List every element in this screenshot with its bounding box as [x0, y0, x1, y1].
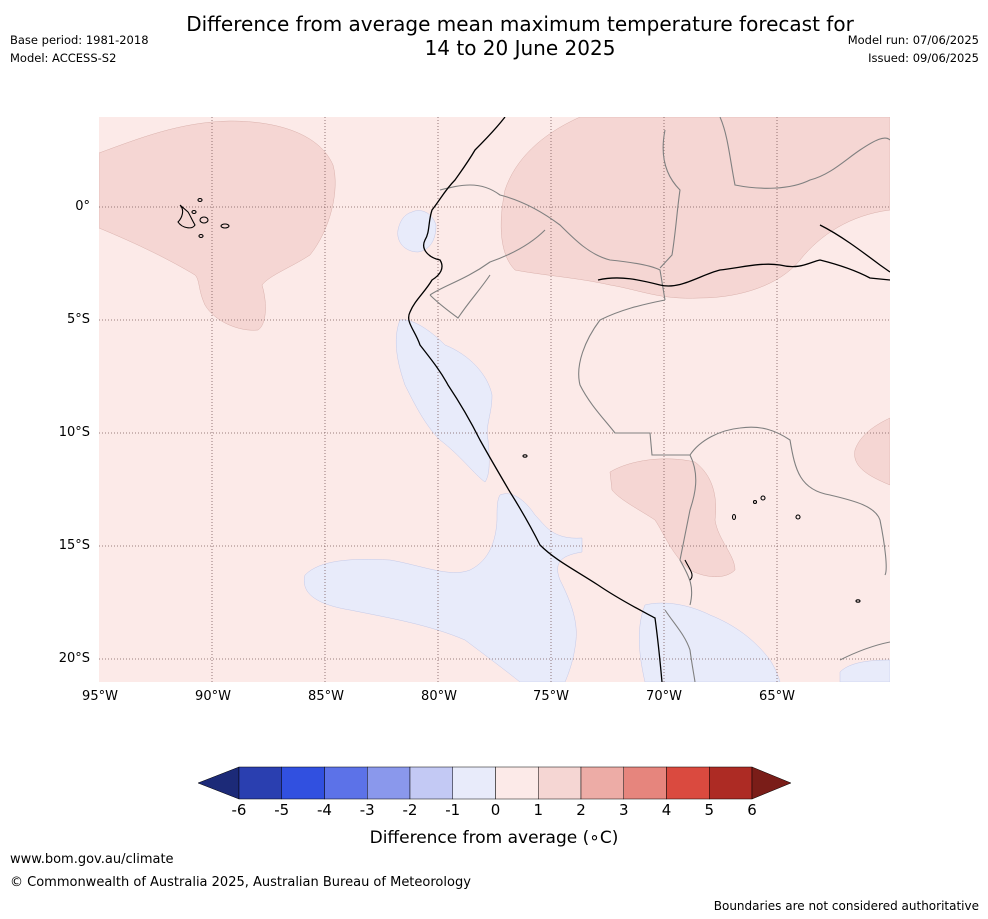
lat-label-0: 0° [75, 199, 90, 214]
anomaly-region-peru-coast [395, 319, 493, 483]
lake-marker [760, 495, 766, 501]
colorbar-title: Difference from average (∘C) [369, 828, 619, 848]
lon-label-75w: 75°W [533, 689, 569, 704]
base-period-label: Base period: 1981-2018 [10, 33, 149, 47]
lon-label-95w: 95°W [82, 689, 118, 704]
lake-marker [855, 599, 861, 603]
colorbar-tick-label: 1 [533, 801, 544, 819]
border-ecuador-south [429, 274, 491, 319]
galapagos-island-main [177, 204, 196, 229]
colorbar-cell [709, 766, 753, 800]
title-line-2: 14 to 20 June 2025 [424, 36, 616, 60]
colorbar-cell [324, 766, 368, 800]
colorbar-tick-label: -3 [359, 801, 375, 819]
colorbar-cell [281, 766, 325, 800]
model-run-label: Model run: 07/06/2025 [847, 33, 979, 47]
model-label: Model: ACCESS-S2 [10, 51, 117, 65]
colorbar-tick-label: 6 [747, 801, 757, 819]
river-northeast [819, 224, 890, 273]
lake-marker [752, 499, 758, 505]
anomaly-region-north-amazon [500, 117, 890, 299]
lake-marker [731, 513, 737, 521]
colorbar-cell [666, 766, 710, 800]
colorbar-tick-label: -6 [231, 801, 247, 819]
colorbar-tick-label: 4 [661, 801, 672, 819]
lake-marker [795, 514, 801, 520]
lat-label-20s: 20°S [58, 651, 90, 666]
border-ecuador-peru [429, 229, 546, 296]
colorbar-cell [495, 766, 539, 800]
boundary-disclaimer: Boundaries are not considered authoritat… [713, 899, 979, 913]
galapagos-island [191, 209, 197, 215]
colorbar-tick-label: -5 [274, 801, 290, 819]
galapagos-island [198, 233, 204, 239]
border-colombia-peru [439, 184, 666, 301]
colorbar-arrow-high [751, 766, 792, 800]
colorbar-tick-label: 3 [618, 801, 629, 819]
anomaly-region-galapagos [99, 120, 336, 331]
lat-label-15s: 15°S [58, 538, 90, 553]
colorbar-cell [452, 766, 496, 800]
anomaly-region-pacific-south [303, 493, 583, 682]
lon-label-80w: 80°W [421, 689, 457, 704]
galapagos-island [197, 197, 203, 203]
lat-label-5s: 5°S [66, 312, 90, 327]
country-borders [429, 117, 890, 682]
border-chile-bolivia [664, 609, 696, 682]
border-venezuela-brazil [719, 117, 890, 189]
lat-label-10s: 10°S [58, 425, 90, 440]
colorbar-cell [238, 766, 282, 800]
river-amazon [597, 259, 890, 287]
coastline-pacific [408, 117, 663, 682]
lon-label-85w: 85°W [308, 689, 344, 704]
colorbar-cell [538, 766, 582, 800]
graticule [99, 117, 890, 682]
border-peru-bolivia [679, 454, 697, 606]
website-url: www.bom.gov.au/climate [10, 852, 174, 867]
anomaly-region-southeast-corner [839, 659, 890, 682]
galapagos-island [199, 216, 209, 224]
colorbar-tick-label: -2 [402, 801, 418, 819]
colorbar-tick-label: 5 [704, 801, 715, 819]
border-peru-brazil-bolivia [578, 299, 887, 576]
border-paraguay [839, 641, 890, 661]
colorbar-arrow-low [197, 766, 240, 800]
colorbar-tick-label: 0 [490, 801, 501, 819]
lake-titicaca [684, 559, 693, 581]
colorbar-tick-label: -4 [317, 801, 332, 819]
border-colombia-venezuela [659, 129, 681, 269]
colorbar-tick-label: -1 [445, 801, 461, 819]
issued-label: Issued: 09/06/2025 [868, 51, 979, 65]
islands [177, 197, 861, 603]
anomaly-region-bolivia [609, 458, 736, 577]
lon-label-65w: 65°W [759, 689, 795, 704]
colorbar-cell [623, 766, 667, 800]
lon-label-70w: 70°W [646, 689, 682, 704]
title-line-1: Difference from average mean maximum tem… [186, 12, 854, 36]
colorbar-cell [367, 766, 411, 800]
colorbar-cell [409, 766, 453, 800]
lon-label-90w: 90°W [195, 689, 231, 704]
anomaly-region-east-edge [854, 417, 890, 486]
colorbar-tick-label: 2 [576, 801, 586, 819]
coastline [408, 117, 890, 682]
colorbar-cell [580, 766, 624, 800]
lake-marker [522, 454, 528, 458]
galapagos-island [220, 223, 230, 229]
copyright-notice: © Commonwealth of Australia 2025, Austra… [10, 875, 471, 890]
map-title: Difference from average mean maximum tem… [0, 12, 988, 60]
